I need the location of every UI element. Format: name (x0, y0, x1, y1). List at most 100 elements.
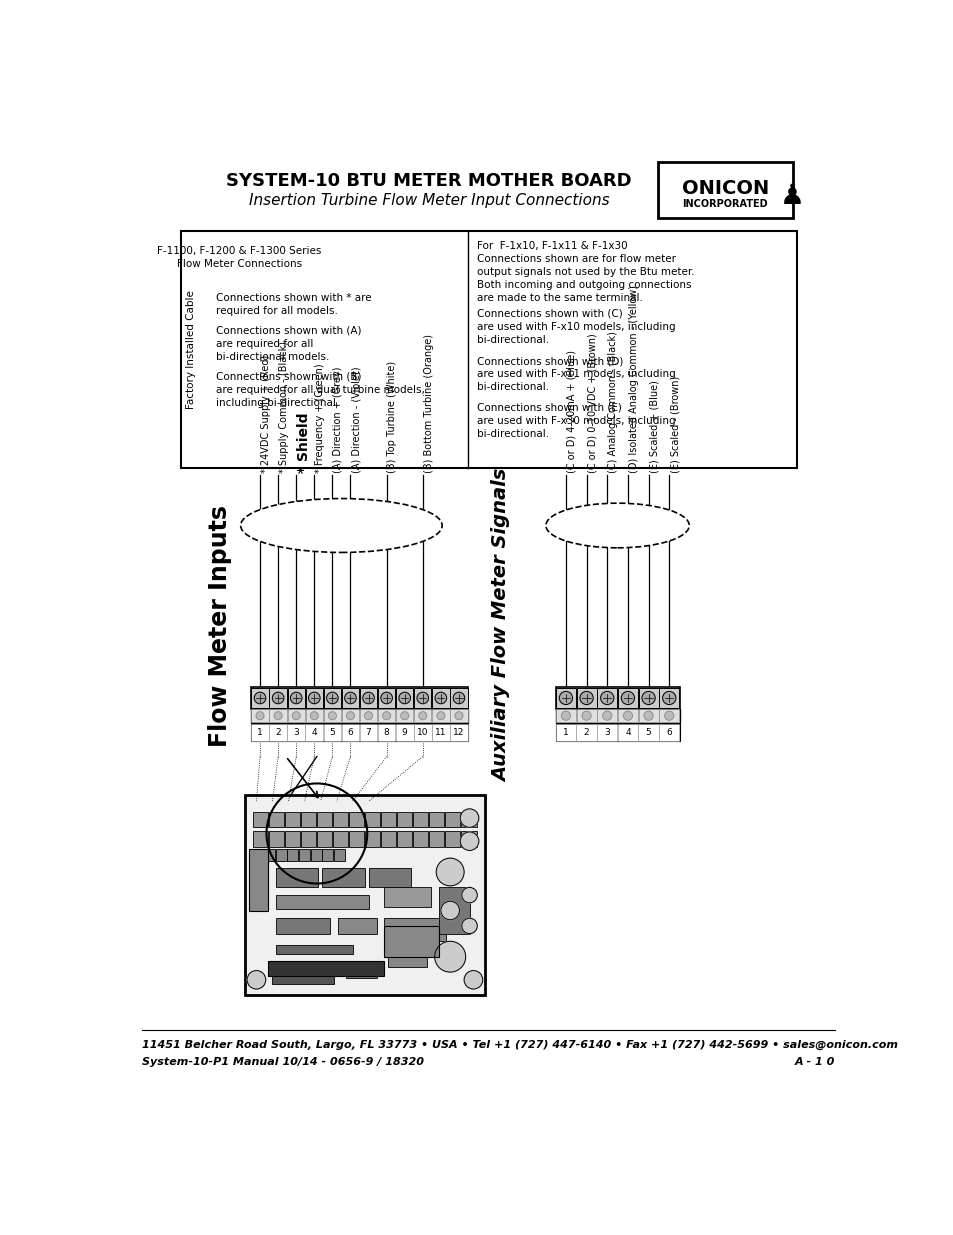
Text: 3: 3 (293, 729, 299, 737)
Bar (323, 709, 340, 722)
Bar (305, 709, 323, 722)
Bar (252, 688, 269, 709)
Bar (377, 725, 395, 741)
Circle shape (344, 693, 355, 704)
Text: A - 1 0: A - 1 0 (794, 1057, 835, 1067)
Bar (414, 688, 431, 709)
Bar (323, 688, 340, 709)
Circle shape (382, 711, 390, 720)
Text: For  F-1x10, F-1x11 & F-1x30
Connections shown are for flow meter
output signals: For F-1x10, F-1x11 & F-1x30 Connections … (476, 241, 694, 304)
Text: (C or D) 4-20mA + (Blue): (C or D) 4-20mA + (Blue) (566, 351, 576, 473)
Bar (618, 725, 638, 741)
Circle shape (272, 693, 284, 704)
Bar (253, 831, 268, 846)
Circle shape (346, 711, 355, 720)
Bar (396, 831, 412, 846)
Bar (555, 709, 679, 722)
Bar (300, 831, 315, 846)
Bar (618, 709, 638, 722)
Text: Connections shown with (D)
are used with F-x11 models, including
bi-directional.: Connections shown with (D) are used with… (476, 356, 676, 393)
Bar (445, 831, 460, 846)
Circle shape (362, 693, 374, 704)
Bar (618, 688, 638, 709)
Text: * Supply Common - (Black): * Supply Common - (Black) (278, 341, 289, 473)
Bar (380, 811, 395, 827)
Bar (316, 811, 332, 827)
Bar (287, 848, 298, 861)
Text: Auxiliary Flow Meter Signals: Auxiliary Flow Meter Signals (492, 469, 510, 782)
Bar (395, 688, 413, 709)
Bar (337, 918, 376, 934)
Bar (316, 831, 332, 846)
Bar (377, 709, 395, 722)
Bar (429, 831, 444, 846)
Bar (395, 725, 413, 741)
Text: (E) Scaled + (Blue): (E) Scaled + (Blue) (649, 380, 659, 473)
Circle shape (328, 711, 336, 720)
Bar (369, 868, 411, 888)
Bar (555, 687, 679, 709)
Bar (275, 945, 353, 955)
Bar (349, 831, 364, 846)
Bar (334, 848, 344, 861)
Text: 11451 Belcher Road South, Largo, FL 33773 • USA • Tel +1 (727) 447-6140 • Fax +1: 11451 Belcher Road South, Largo, FL 3377… (142, 1040, 898, 1051)
Bar (438, 888, 469, 934)
Circle shape (453, 693, 464, 704)
Circle shape (455, 711, 462, 720)
Bar (269, 688, 287, 709)
Text: SYSTEM-10 BTU METER MOTHER BOARD: SYSTEM-10 BTU METER MOTHER BOARD (226, 173, 632, 190)
Text: ONICON: ONICON (681, 179, 768, 198)
Bar (251, 724, 468, 741)
Text: * 24VDC Supply + (Red): * 24VDC Supply + (Red) (260, 354, 271, 473)
Bar (359, 709, 376, 722)
Bar (275, 848, 286, 861)
Text: 8: 8 (383, 729, 389, 737)
Bar (638, 709, 658, 722)
Ellipse shape (545, 503, 688, 548)
Bar (556, 709, 576, 722)
Text: (C or D) 0-10 VDC + (Brown): (C or D) 0-10 VDC + (Brown) (587, 333, 597, 473)
Text: Insertion Turbine Flow Meter Input Connections: Insertion Turbine Flow Meter Input Conne… (249, 193, 609, 207)
Bar (388, 953, 427, 967)
Text: 2: 2 (583, 729, 589, 737)
Bar (284, 811, 299, 827)
Circle shape (398, 693, 410, 704)
Bar (264, 848, 274, 861)
Circle shape (400, 711, 408, 720)
Bar (450, 688, 467, 709)
Bar (659, 688, 679, 709)
Bar (359, 725, 377, 741)
Text: 11: 11 (435, 729, 446, 737)
Bar (341, 725, 359, 741)
Bar (460, 831, 476, 846)
Text: (D) Isolated Analog Common - (Yellow): (D) Isolated Analog Common - (Yellow) (628, 285, 638, 473)
Bar (311, 848, 321, 861)
Text: 6: 6 (347, 729, 353, 737)
Bar (413, 811, 428, 827)
Bar (413, 831, 428, 846)
Bar (300, 811, 315, 827)
Bar (305, 725, 323, 741)
Bar (275, 895, 369, 909)
Bar (253, 811, 268, 827)
Bar (432, 709, 449, 722)
Text: Factory Installed Cable: Factory Installed Cable (186, 290, 196, 409)
Bar (380, 831, 395, 846)
Circle shape (416, 693, 428, 704)
Text: * Frequency + (Green): * Frequency + (Green) (314, 363, 325, 473)
Circle shape (662, 692, 675, 704)
Text: (B) Top Turbine (White): (B) Top Turbine (White) (387, 361, 397, 473)
Bar (287, 709, 305, 722)
Bar (251, 709, 468, 722)
Bar (251, 687, 468, 709)
Bar (576, 725, 596, 741)
Circle shape (364, 711, 372, 720)
Text: (A) Direction - (Violet): (A) Direction - (Violet) (351, 367, 361, 473)
Bar (322, 848, 333, 861)
Bar (359, 688, 376, 709)
Text: Connections shown with (E)
are used with F-x30 models, including
bi-directional.: Connections shown with (E) are used with… (476, 403, 676, 438)
Text: * Shield: * Shield (296, 412, 311, 473)
Bar (269, 709, 287, 722)
Bar (251, 725, 269, 741)
Bar (396, 811, 412, 827)
